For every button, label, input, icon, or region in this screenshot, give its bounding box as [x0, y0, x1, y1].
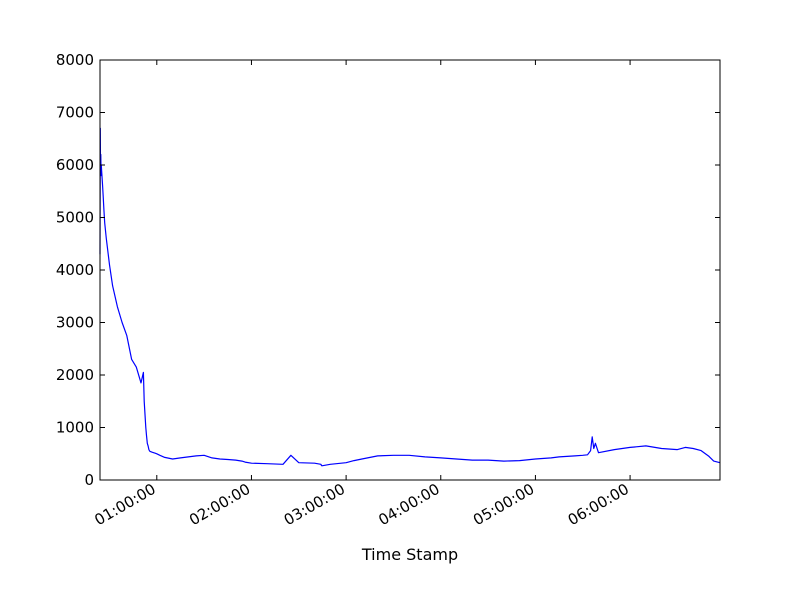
x-tick-label: 04:00:00 [375, 480, 442, 529]
plot-area-series [99, 127, 721, 467]
x-tick-label: 01:00:00 [91, 480, 158, 529]
y-tick-label: 6000 [56, 156, 94, 174]
y-tick-label: 2000 [56, 366, 94, 384]
x-tick-label: 03:00:00 [281, 480, 348, 529]
y-tick-label: 4000 [56, 261, 94, 279]
y-axis: 0 1000 2000 3000 4000 5000 6000 7000 8000 [56, 51, 720, 489]
y-tick-label: 0 [84, 471, 94, 489]
y-tick-label: 7000 [56, 104, 94, 122]
y-tick-label: 3000 [56, 314, 94, 332]
x-axis-label: Time Stamp [361, 545, 458, 564]
plot-frame [99, 59, 721, 481]
series-line-0 [99, 127, 721, 467]
y-tick-label: 5000 [56, 209, 94, 227]
x-tick-label: 05:00:00 [470, 480, 537, 529]
y-tick-label: 1000 [56, 419, 94, 437]
x-tick-label: 06:00:00 [565, 480, 632, 529]
x-tick-label: 02:00:00 [186, 480, 253, 529]
y-tick-label: 8000 [56, 51, 94, 69]
